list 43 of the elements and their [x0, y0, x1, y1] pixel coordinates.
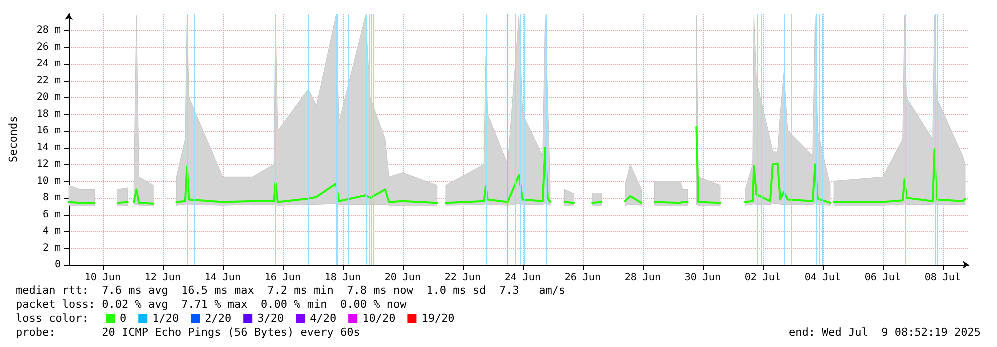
- legend-label: 2/20: [205, 312, 232, 325]
- x-tick-label: 10 Jun: [84, 272, 121, 284]
- legend-label: 19/20: [422, 312, 455, 325]
- x-tick-label: 12 Jun: [144, 272, 181, 284]
- y-tick-label: 24 m: [36, 58, 61, 70]
- y-axis-title: Seconds: [7, 116, 20, 163]
- y-tick-label: 14 m: [36, 142, 61, 154]
- legend-label: 10/20: [362, 312, 396, 325]
- y-tick-label: 0: [54, 260, 61, 270]
- y-tick-label: 16 m: [36, 126, 61, 137]
- legend-label: 3/20: [258, 312, 284, 325]
- x-tick-label: 16 Jun: [264, 272, 301, 284]
- legend-title: loss color:: [16, 312, 89, 325]
- y-tick-label: 28 m: [36, 25, 61, 36]
- y-tick-label: 20 m: [36, 92, 61, 104]
- x-tick-label: 08 Jul: [924, 272, 961, 284]
- y-tick-label: 22 m: [36, 75, 61, 86]
- x-tick-label: 18 Jun: [324, 272, 361, 284]
- y-tick-label: 4 m: [42, 226, 61, 238]
- y-tick-label: 2 m: [42, 242, 61, 254]
- y-tick-label: 12 m: [36, 159, 61, 170]
- legend-label: 4/20: [310, 312, 337, 325]
- x-tick-label: 26 Jun: [564, 272, 601, 284]
- x-tick-label: 02 Jul: [744, 272, 781, 284]
- text: probe: 20 ICMP Echo Pings (56 Bytes) every 60s: [16, 326, 360, 339]
- y-tick-label: 18 m: [36, 108, 61, 120]
- x-tick-label: 24 Jun: [504, 272, 541, 284]
- y-tick-label: 26 m: [36, 42, 61, 53]
- x-tick-label: 30 Jun: [684, 272, 721, 284]
- x-tick-label: 14 Jun: [204, 272, 241, 284]
- y-tick-label: 10 m: [36, 176, 61, 187]
- y-tick-label: 8 m: [42, 192, 61, 204]
- x-tick-label: 22 Jun: [444, 272, 481, 284]
- text: median rtt: 7.6 ms avg 16.5 ms max 7.2 ms min 7.8 ms now 1.0 ms sd 7.3 am/s: [16, 284, 566, 297]
- legend-label: 0: [120, 312, 127, 325]
- x-tick-label: 06 Jul: [864, 272, 901, 284]
- text: packet loss: 0.02 % avg 7.71 % max 0.00 % min 0.00 % now: [16, 298, 408, 311]
- legend-label: 1/20: [152, 312, 180, 325]
- text: end: Wed Jul 9 08:52:19 2025: [788, 326, 982, 339]
- x-tick-label: 04 Jul: [804, 272, 841, 284]
- x-tick-label: 20 Jun: [384, 272, 421, 284]
- x-tick-label: 28 Jun: [624, 272, 661, 284]
- y-tick-label: 6 m: [42, 209, 61, 220]
